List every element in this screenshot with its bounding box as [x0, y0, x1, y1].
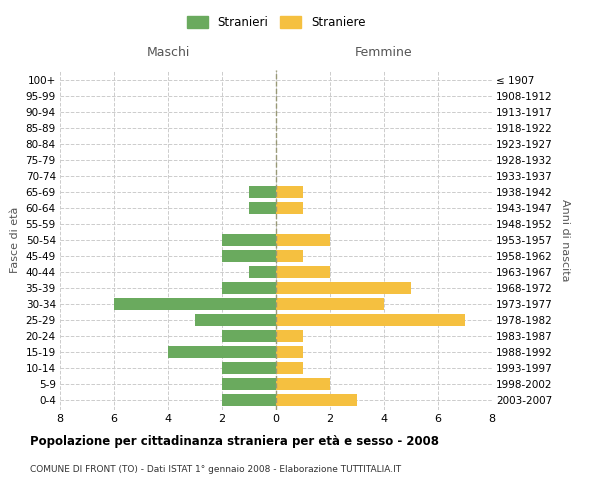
Bar: [276, 314, 465, 326]
Text: Maschi: Maschi: [146, 46, 190, 59]
Bar: [222, 250, 276, 262]
Bar: [222, 330, 276, 342]
Bar: [276, 362, 303, 374]
Text: Femmine: Femmine: [355, 46, 413, 59]
Bar: [222, 282, 276, 294]
Bar: [276, 378, 330, 390]
Bar: [249, 266, 276, 278]
Bar: [114, 298, 276, 310]
Bar: [168, 346, 276, 358]
Y-axis label: Fasce di età: Fasce di età: [10, 207, 20, 273]
Bar: [249, 202, 276, 214]
Bar: [276, 298, 384, 310]
Bar: [276, 186, 303, 198]
Bar: [222, 362, 276, 374]
Text: Popolazione per cittadinanza straniera per età e sesso - 2008: Popolazione per cittadinanza straniera p…: [30, 435, 439, 448]
Bar: [276, 250, 303, 262]
Bar: [276, 394, 357, 406]
Bar: [222, 394, 276, 406]
Bar: [276, 266, 330, 278]
Text: COMUNE DI FRONT (TO) - Dati ISTAT 1° gennaio 2008 - Elaborazione TUTTITALIA.IT: COMUNE DI FRONT (TO) - Dati ISTAT 1° gen…: [30, 465, 401, 474]
Bar: [276, 234, 330, 246]
Bar: [276, 202, 303, 214]
Bar: [195, 314, 276, 326]
Bar: [222, 378, 276, 390]
Bar: [276, 330, 303, 342]
Bar: [276, 346, 303, 358]
Legend: Stranieri, Straniere: Stranieri, Straniere: [182, 11, 370, 34]
Bar: [249, 186, 276, 198]
Bar: [222, 234, 276, 246]
Bar: [276, 282, 411, 294]
Y-axis label: Anni di nascita: Anni di nascita: [560, 198, 569, 281]
